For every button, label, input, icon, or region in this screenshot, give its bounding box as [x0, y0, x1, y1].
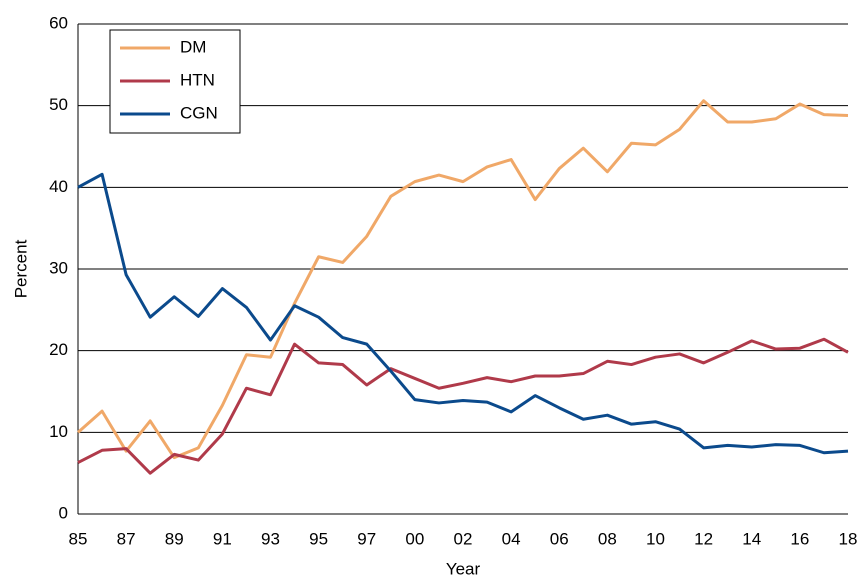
series-line: [77, 99, 849, 460]
x-tick-label: 85: [69, 529, 88, 548]
x-tick-label: 97: [357, 529, 376, 548]
x-tick-label: 12: [694, 529, 713, 548]
x-tick-label: 16: [790, 529, 809, 548]
y-tick-label: 30: [49, 258, 68, 277]
x-tick-label: 00: [405, 529, 424, 548]
legend-label: CGN: [180, 103, 218, 122]
legend-label: HTN: [180, 70, 215, 89]
x-tick-label: 08: [598, 529, 617, 548]
y-tick-label: 60: [49, 13, 68, 32]
y-tick-label: 20: [49, 340, 68, 359]
legend-label: DM: [180, 37, 206, 56]
x-axis-label: Year: [446, 559, 481, 578]
y-tick-label: 0: [59, 503, 68, 522]
x-tick-label: 91: [213, 529, 232, 548]
x-tick-label: 87: [117, 529, 136, 548]
y-axis-label: Percent: [11, 239, 30, 298]
x-tick-label: 02: [454, 529, 473, 548]
x-tick-label: 95: [309, 529, 328, 548]
x-tick-label: 10: [646, 529, 665, 548]
y-tick-label: 50: [49, 95, 68, 114]
y-tick-label: 40: [49, 177, 68, 196]
y-tick-label: 10: [49, 422, 68, 441]
x-tick-label: 04: [502, 529, 521, 548]
series-line: [77, 337, 849, 475]
x-tick-label: 93: [261, 529, 280, 548]
x-tick-label: 06: [550, 529, 569, 548]
x-tick-label: 18: [839, 529, 858, 548]
x-tick-label: 89: [165, 529, 184, 548]
series-line: [77, 172, 849, 455]
x-tick-label: 14: [742, 529, 761, 548]
